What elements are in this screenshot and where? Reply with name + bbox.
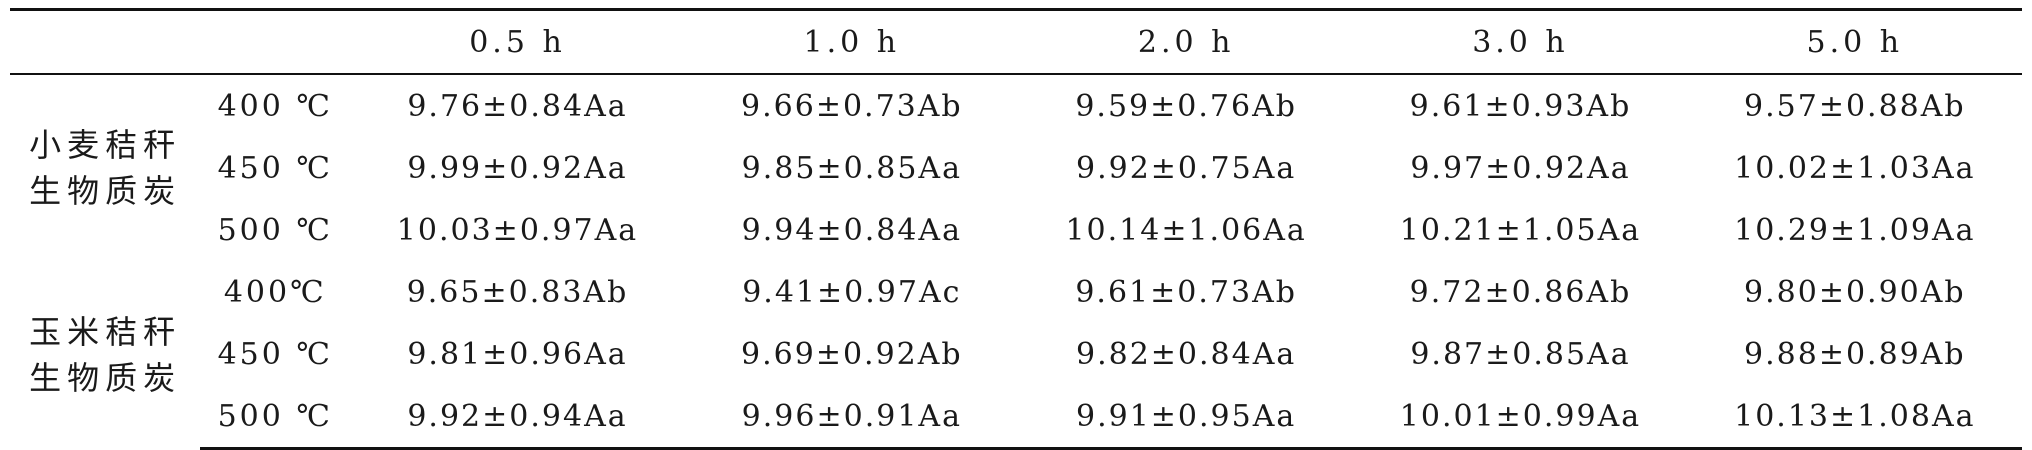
table-row: 小麦秸秆生物质炭 400 ℃ 9.76±0.84Aa 9.66±0.73Ab 9… [10, 74, 2022, 211]
value-cell: 9.85±0.85Aa [741, 150, 962, 186]
value-cell: 9.69±0.92Ab [741, 336, 963, 372]
value-cell: 9.94±0.84Aa [741, 212, 962, 248]
table-body: 小麦秸秆生物质炭 400 ℃ 9.76±0.84Aa 9.66±0.73Ab 9… [10, 74, 2022, 450]
value-cell: 10.02±1.03Aa [1734, 150, 1976, 186]
value-cell: 9.96±0.91Aa [684, 385, 1019, 450]
header-cell-0: 0.5 h [350, 8, 685, 75]
header-cell-1: 1.0 h [684, 8, 1019, 75]
value-cell: 9.88±0.89Ab [1744, 336, 1966, 372]
temp-cell: 450 ℃ [217, 150, 333, 186]
value-cell: 9.82±0.84Aa [1076, 336, 1297, 372]
table-row: 450 ℃ 9.81±0.96Aa 9.69±0.92Ab 9.82±0.84A… [10, 323, 2022, 385]
value-cell: 9.41±0.97Ac [742, 274, 962, 310]
value-cell: 10.01±0.99Aa [1353, 385, 1688, 450]
value-cell: 9.92±0.94Aa [350, 385, 685, 450]
temp-cell: 400℃ [223, 274, 327, 310]
header-cell-4: 5.0 h [1687, 8, 2022, 75]
table-row: 500 ℃ 10.03±0.97Aa 9.94±0.84Aa 10.14±1.0… [10, 199, 2022, 261]
value-cell: 9.66±0.73Ab [741, 88, 963, 124]
table-row: 450 ℃ 9.99±0.92Aa 9.85±0.85Aa 9.92±0.75A… [10, 137, 2022, 199]
header-empty-cell [200, 8, 351, 75]
group-label-corn: 玉米秸秆生物质炭 [29, 312, 182, 397]
table-row: 玉米秸秆生物质炭 400℃ 9.65±0.83Ab 9.41±0.97Ac 9.… [10, 261, 2022, 397]
group-label-wheat: 小麦秸秆生物质炭 [29, 126, 182, 210]
value-cell: 10.13±1.08Aa [1687, 385, 2022, 450]
temp-cell: 400 ℃ [217, 88, 333, 124]
value-cell: 9.81±0.96Aa [407, 336, 628, 372]
value-cell: 9.99±0.92Aa [407, 150, 628, 186]
value-cell: 9.80±0.90Ab [1744, 274, 1966, 310]
value-cell: 9.87±0.85Aa [1410, 336, 1631, 372]
value-cell: 9.76±0.84Aa [407, 88, 628, 124]
temp-cell: 500 ℃ [217, 212, 333, 248]
header-row: 0.5 h 1.0 h 2.0 h 3.0 h 5.0 h [10, 8, 2022, 75]
value-cell: 9.59±0.76Ab [1075, 88, 1297, 124]
value-cell: 10.14±1.06Aa [1065, 212, 1307, 248]
value-cell: 9.92±0.75Aa [1076, 150, 1297, 186]
header-cell-3: 3.0 h [1353, 8, 1688, 75]
data-table-container: 0.5 h 1.0 h 2.0 h 3.0 h 5.0 h 小麦秸秆生物质炭 4… [10, 8, 2022, 450]
header-empty-cell [10, 8, 201, 75]
value-cell: 9.61±0.73Ab [1075, 274, 1297, 310]
temp-cell: 500 ℃ [200, 385, 351, 450]
value-cell: 9.91±0.95Aa [1018, 385, 1354, 450]
value-cell: 9.65±0.83Ab [406, 274, 629, 310]
value-cell: 10.03±0.97Aa [396, 212, 639, 248]
value-cell: 10.21±1.05Aa [1399, 212, 1642, 248]
value-cell: 10.29±1.09Aa [1734, 212, 1976, 248]
table-header: 0.5 h 1.0 h 2.0 h 3.0 h 5.0 h [10, 8, 2022, 75]
temp-cell: 450 ℃ [217, 336, 333, 372]
header-cell-2: 2.0 h [1018, 8, 1354, 75]
table-row: 500 ℃ 9.92±0.94Aa 9.96±0.91Aa 9.91±0.95A… [10, 385, 2022, 450]
value-cell: 9.57±0.88Ab [1744, 88, 1966, 124]
value-cell: 9.97±0.92Aa [1410, 150, 1631, 186]
value-cell: 9.72±0.86Ab [1409, 274, 1632, 310]
data-table: 0.5 h 1.0 h 2.0 h 3.0 h 5.0 h 小麦秸秆生物质炭 4… [10, 8, 2022, 450]
value-cell: 9.61±0.93Ab [1409, 88, 1632, 124]
